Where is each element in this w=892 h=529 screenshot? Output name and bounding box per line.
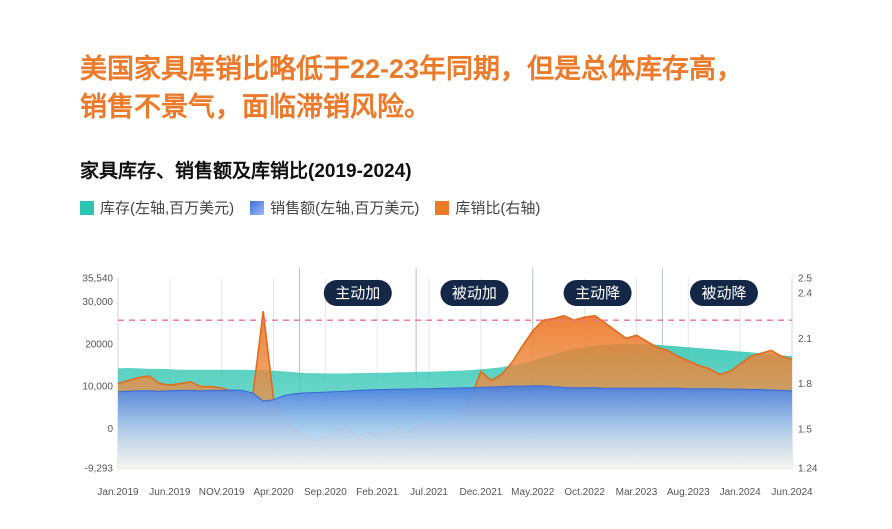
x-tick-label: Apr.2020: [254, 487, 294, 498]
x-tick-label: Mar.2023: [616, 487, 658, 498]
sales-line: [117, 385, 793, 402]
orange-square-icon: [435, 200, 450, 215]
x-tick-label: Sep.2020: [304, 487, 347, 498]
legend-item-sales: 销售额(左轴,百万美元): [250, 197, 419, 218]
headline-line-1: 美国家具库销比略低于22-23年同期，但是总体库存高，: [80, 54, 744, 84]
phase-badge-label: 主动降: [575, 285, 620, 302]
y-left-tick-label: 35,540: [82, 274, 113, 285]
y-left-tick-label: 0: [107, 424, 113, 435]
phase-badge: 被动加: [440, 280, 509, 306]
teal-square-icon: [80, 200, 94, 215]
y-right-tick-label: 2.1: [798, 334, 812, 345]
x-tick-label: Oct.2022: [564, 487, 605, 498]
y-left-tick-label: 30,000: [82, 297, 113, 308]
y-right-tick-label: 1.8: [798, 379, 812, 390]
legend-label-sales: 销售额(左轴,百万美元): [270, 200, 420, 217]
phase-badge-bg: [440, 280, 509, 306]
phase-layer: 主动加 被动加 主动降 被动降: [323, 280, 758, 306]
sales-area: [118, 385, 792, 468]
phase-badge-label: 被动加: [452, 285, 497, 302]
phase-badge-bg: [563, 280, 632, 306]
y-left-tick-label: -9,293: [85, 464, 114, 475]
phase-badge-label: 被动降: [701, 285, 746, 302]
x-tick-label: Jan.2024: [720, 487, 762, 498]
x-tick-label: Jun.2024: [771, 487, 813, 498]
phase-badge-bg: [689, 280, 758, 306]
phase-badge: 主动降: [563, 280, 632, 306]
area-layer: [117, 311, 793, 468]
phase-badge-bg: [323, 280, 392, 306]
y-right-tick-label: 1.24: [798, 464, 818, 475]
legend-item-inventory: 库存(左轴,百万美元): [80, 197, 234, 218]
x-tick-label: Aug.2023: [667, 487, 710, 498]
blue-gradient-square-icon: [250, 200, 265, 215]
phase-badge: 主动加: [323, 280, 392, 306]
y-left-tick-label: 10,000: [82, 382, 113, 393]
legend-label-ratio: 库销比(右轴): [455, 200, 541, 217]
x-tick-label: Jul.2021: [410, 487, 448, 498]
headline: 美国家具库销比略低于22-23年同期，但是总体库存高， 销售不景气，面临滞销风险…: [80, 50, 870, 126]
y-right-tick-label: 2.4: [798, 289, 812, 300]
x-tick-label: Feb.2021: [356, 487, 399, 498]
y-right-tick-label: 1.5: [798, 424, 812, 435]
phase-badge-label: 主动加: [335, 285, 380, 302]
x-tick-label: Jun.2019: [149, 487, 191, 498]
x-tick-label: May.2022: [511, 487, 555, 498]
x-tick-label: Jan.2019: [97, 487, 139, 498]
legend-label-inventory: 库存(左轴,百万美元): [100, 200, 235, 217]
axis-layer: 35,540 30,000 20000 10,000 0 -9,293 2.5 2.4 2.1 1…: [82, 274, 817, 499]
phase-badge: 被动降: [689, 280, 758, 306]
y-left-tick-label: 20000: [85, 339, 113, 350]
chart-legend: 库存(左轴,百万美元) 销售额(左轴,百万美元) 库销比(右轴): [80, 197, 540, 218]
x-tick-label: NOV.2019: [199, 487, 245, 498]
legend-item-ratio: 库销比(右轴): [435, 197, 540, 218]
x-tick-label: Dec.2021: [460, 487, 503, 498]
chart-title: 家具库存、销售额及库销比(2019-2024): [80, 161, 412, 182]
headline-line-2: 销售不景气，面临滞销风险。: [80, 92, 431, 122]
y-right-tick-label: 2.5: [798, 274, 812, 285]
